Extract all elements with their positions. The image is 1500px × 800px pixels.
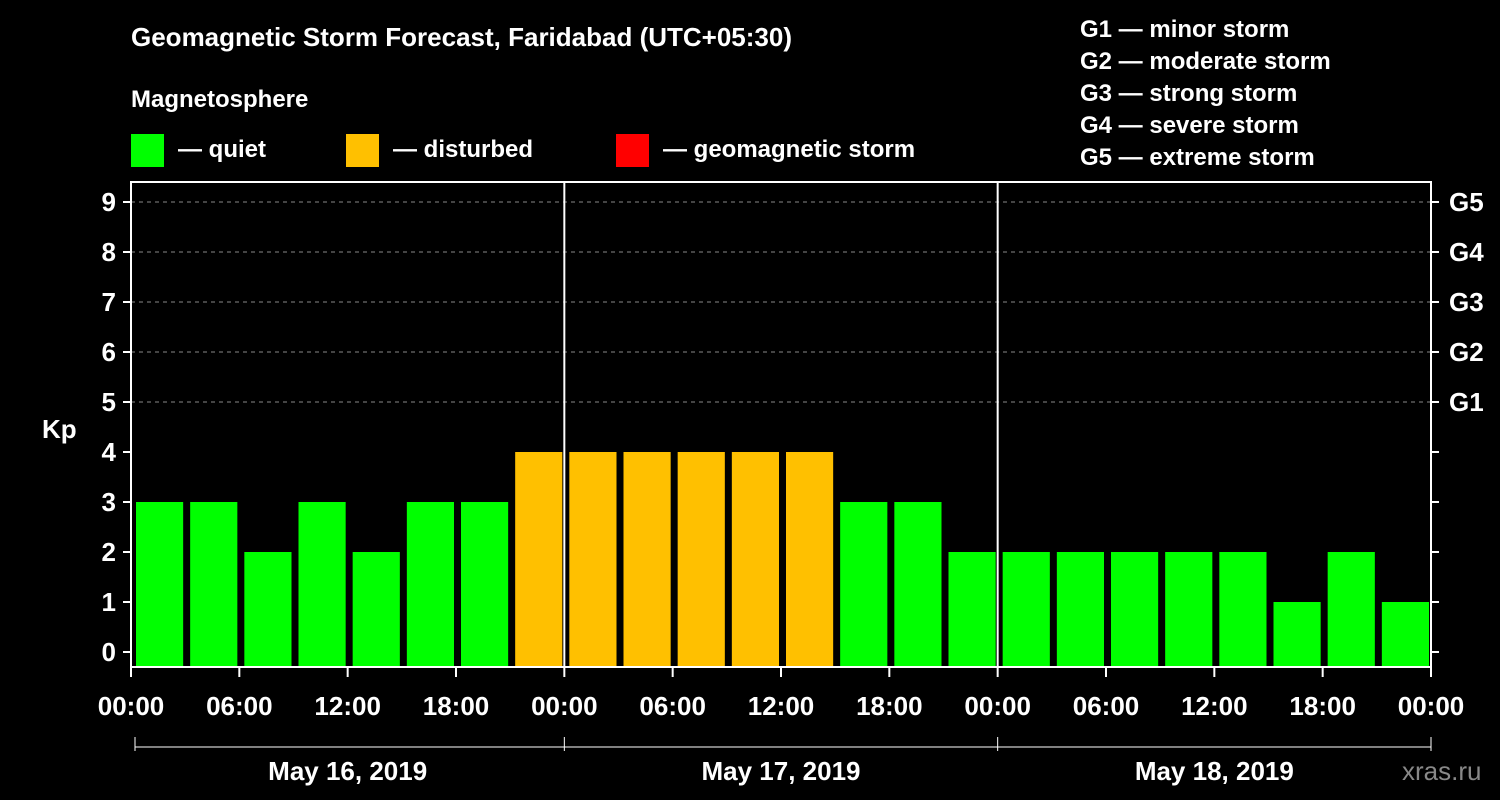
legend-disturbed-swatch xyxy=(346,133,379,167)
legend-disturbed-label: — disturbed xyxy=(393,136,534,163)
x-tick-label: 12:00 xyxy=(748,691,815,721)
bar xyxy=(1327,552,1375,666)
bar xyxy=(1165,552,1213,666)
g-scale-label: G4 xyxy=(1449,237,1484,267)
bar xyxy=(190,502,238,666)
storm-scale-g2: G2 — moderate storm xyxy=(1080,48,1331,75)
y-tick-label: 1 xyxy=(102,587,116,617)
g-scale-label: G1 xyxy=(1449,387,1484,417)
x-tick-label: 00:00 xyxy=(531,691,598,721)
bar xyxy=(515,452,563,666)
y-tick-label: 4 xyxy=(102,437,117,467)
bar xyxy=(569,452,617,666)
bar xyxy=(136,502,184,666)
y-tick-label: 2 xyxy=(102,537,116,567)
bar xyxy=(1056,552,1104,666)
x-tick-label: 12:00 xyxy=(1181,691,1248,721)
bar xyxy=(352,552,400,666)
y-tick-label: 7 xyxy=(102,287,116,317)
bar xyxy=(1381,602,1429,666)
x-tick-label: 18:00 xyxy=(1289,691,1356,721)
x-tick-label: 00:00 xyxy=(964,691,1031,721)
x-tick-label: 18:00 xyxy=(423,691,490,721)
bar xyxy=(1273,602,1321,666)
y-tick-label: 5 xyxy=(102,387,116,417)
y-tick-label: 8 xyxy=(102,237,116,267)
x-tick-label: 06:00 xyxy=(639,691,706,721)
bar xyxy=(731,452,779,666)
bar xyxy=(786,452,834,666)
bar xyxy=(406,502,454,666)
magnetosphere-label: Magnetosphere xyxy=(131,86,309,113)
date-label: May 16, 2019 xyxy=(268,756,427,786)
bar xyxy=(244,552,292,666)
chart-title: Geomagnetic Storm Forecast, Faridabad (U… xyxy=(131,22,793,52)
y-tick-label: 9 xyxy=(102,187,116,217)
x-tick-label: 00:00 xyxy=(1398,691,1465,721)
y-tick-label: 3 xyxy=(102,487,116,517)
g-scale-label: G5 xyxy=(1449,187,1484,217)
storm-scale-g5: G5 — extreme storm xyxy=(1080,144,1315,171)
x-tick-label: 00:00 xyxy=(98,691,165,721)
storm-scale-g4: G4 — severe storm xyxy=(1080,112,1299,139)
bar xyxy=(948,552,996,666)
x-tick-label: 12:00 xyxy=(314,691,381,721)
bar xyxy=(894,502,942,666)
y-tick-label: 0 xyxy=(102,637,116,667)
date-label: May 18, 2019 xyxy=(1135,756,1294,786)
bar xyxy=(461,502,509,666)
bar xyxy=(623,452,671,666)
y-axis-label: Kp xyxy=(42,414,77,444)
x-tick-label: 06:00 xyxy=(1073,691,1140,721)
legend-quiet: — quiet xyxy=(131,133,266,167)
g-scale-label: G2 xyxy=(1449,337,1484,367)
legend-storm: — geomagnetic storm xyxy=(616,133,916,167)
legend-storm-label: — geomagnetic storm xyxy=(663,136,916,163)
legend-quiet-label: — quiet xyxy=(178,136,266,163)
legend-storm-swatch xyxy=(616,133,649,167)
bar xyxy=(1219,552,1267,666)
watermark: xras.ru xyxy=(1402,756,1482,786)
y-tick-label: 6 xyxy=(102,337,116,367)
storm-scale-g3: G3 — strong storm xyxy=(1080,80,1298,107)
bar xyxy=(677,452,725,666)
storm-scale-g1: G1 — minor storm xyxy=(1080,16,1290,43)
bar xyxy=(1111,552,1159,666)
x-tick-label: 18:00 xyxy=(856,691,923,721)
g-scale-label: G3 xyxy=(1449,287,1484,317)
bar xyxy=(1002,552,1050,666)
bar xyxy=(298,502,346,666)
legend-quiet-swatch xyxy=(131,133,164,167)
date-label: May 17, 2019 xyxy=(701,756,860,786)
legend-disturbed: — disturbed xyxy=(346,133,534,167)
bar xyxy=(840,502,888,666)
x-tick-label: 06:00 xyxy=(206,691,273,721)
